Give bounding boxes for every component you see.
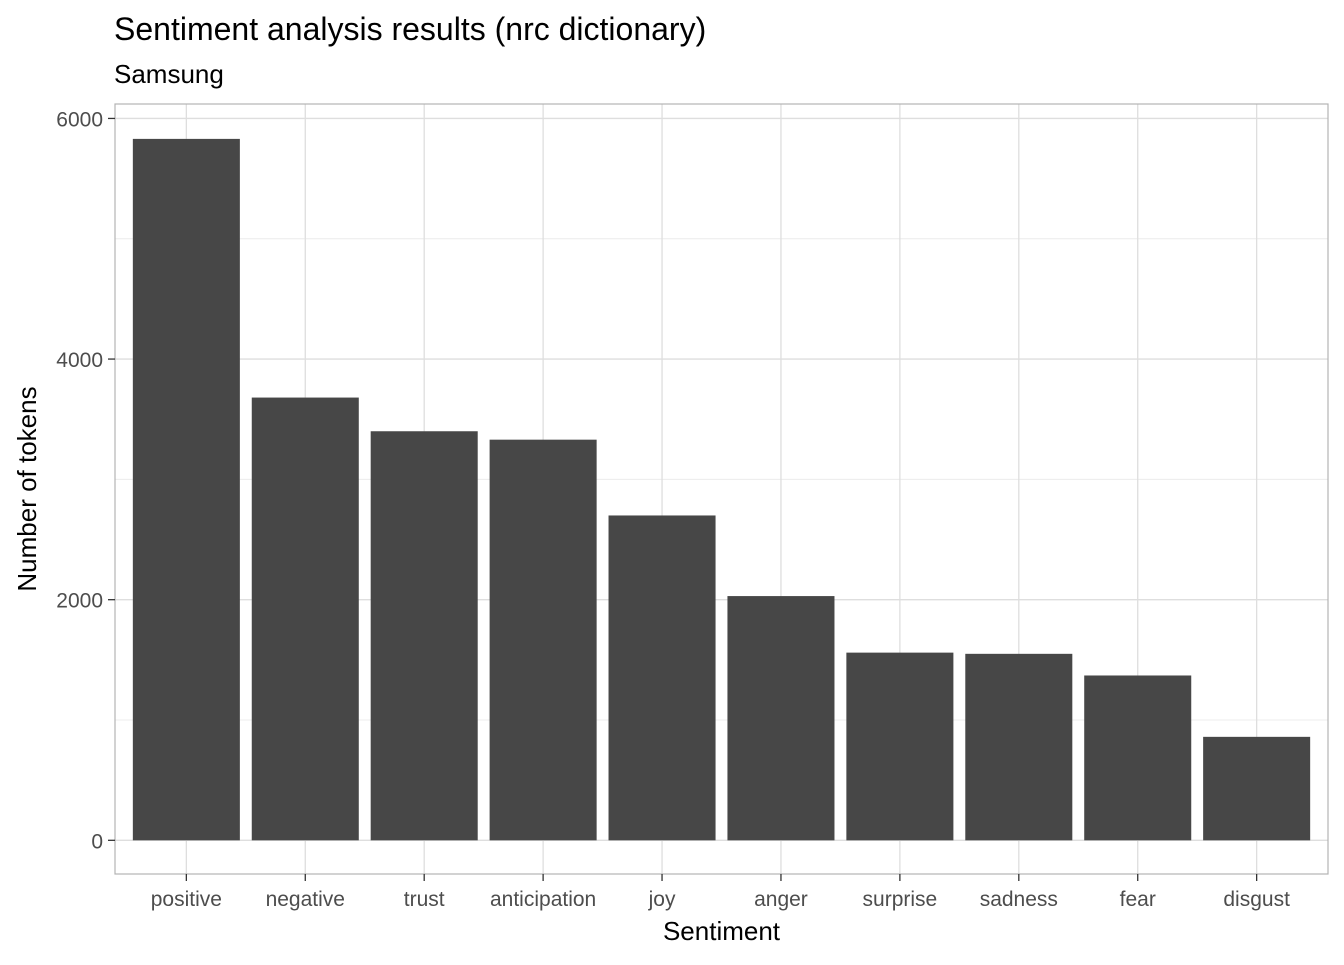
x-tick-label-anticipation: anticipation [490, 888, 596, 911]
y-tick-label: 0 [91, 830, 103, 853]
bars [132, 138, 1311, 841]
chart-subtitle: Samsung [114, 59, 224, 89]
bar-anger [727, 596, 835, 841]
x-axis: positive negative trust anticipation joy ange… [151, 874, 1290, 911]
y-tick-label: 2000 [56, 590, 103, 613]
bar-trust [370, 431, 478, 841]
panel-border [114, 103, 1329, 875]
bar-joy [608, 515, 716, 841]
x-tick-label-surprise: surprise [863, 888, 938, 911]
bar-disgust [1203, 736, 1311, 841]
y-tick-label: 4000 [56, 349, 103, 372]
x-tick-label-disgust: disgust [1223, 888, 1290, 911]
x-tick-label-fear: fear [1120, 888, 1156, 911]
y-axis: 0 2000 4000 6000 [56, 108, 115, 853]
x-tick-label-joy: joy [648, 888, 676, 911]
chart-title: Sentiment analysis results (nrc dictiona… [114, 11, 706, 47]
x-tick-label-sadness: sadness [980, 888, 1058, 911]
x-tick-label-trust: trust [404, 888, 445, 911]
bar-surprise [846, 652, 954, 841]
x-tick-label-negative: negative [266, 888, 345, 911]
bar-anticipation [489, 439, 597, 841]
bar-negative [251, 397, 359, 841]
y-axis-label: Number of tokens [12, 386, 42, 591]
x-axis-label: Sentiment [663, 916, 781, 946]
bar-fear [1084, 675, 1192, 841]
bar-sadness [965, 653, 1073, 841]
x-tick-label-positive: positive [151, 888, 222, 911]
y-tick-label: 6000 [56, 108, 103, 131]
bar-positive [132, 138, 240, 841]
x-tick-label-anger: anger [754, 888, 808, 911]
